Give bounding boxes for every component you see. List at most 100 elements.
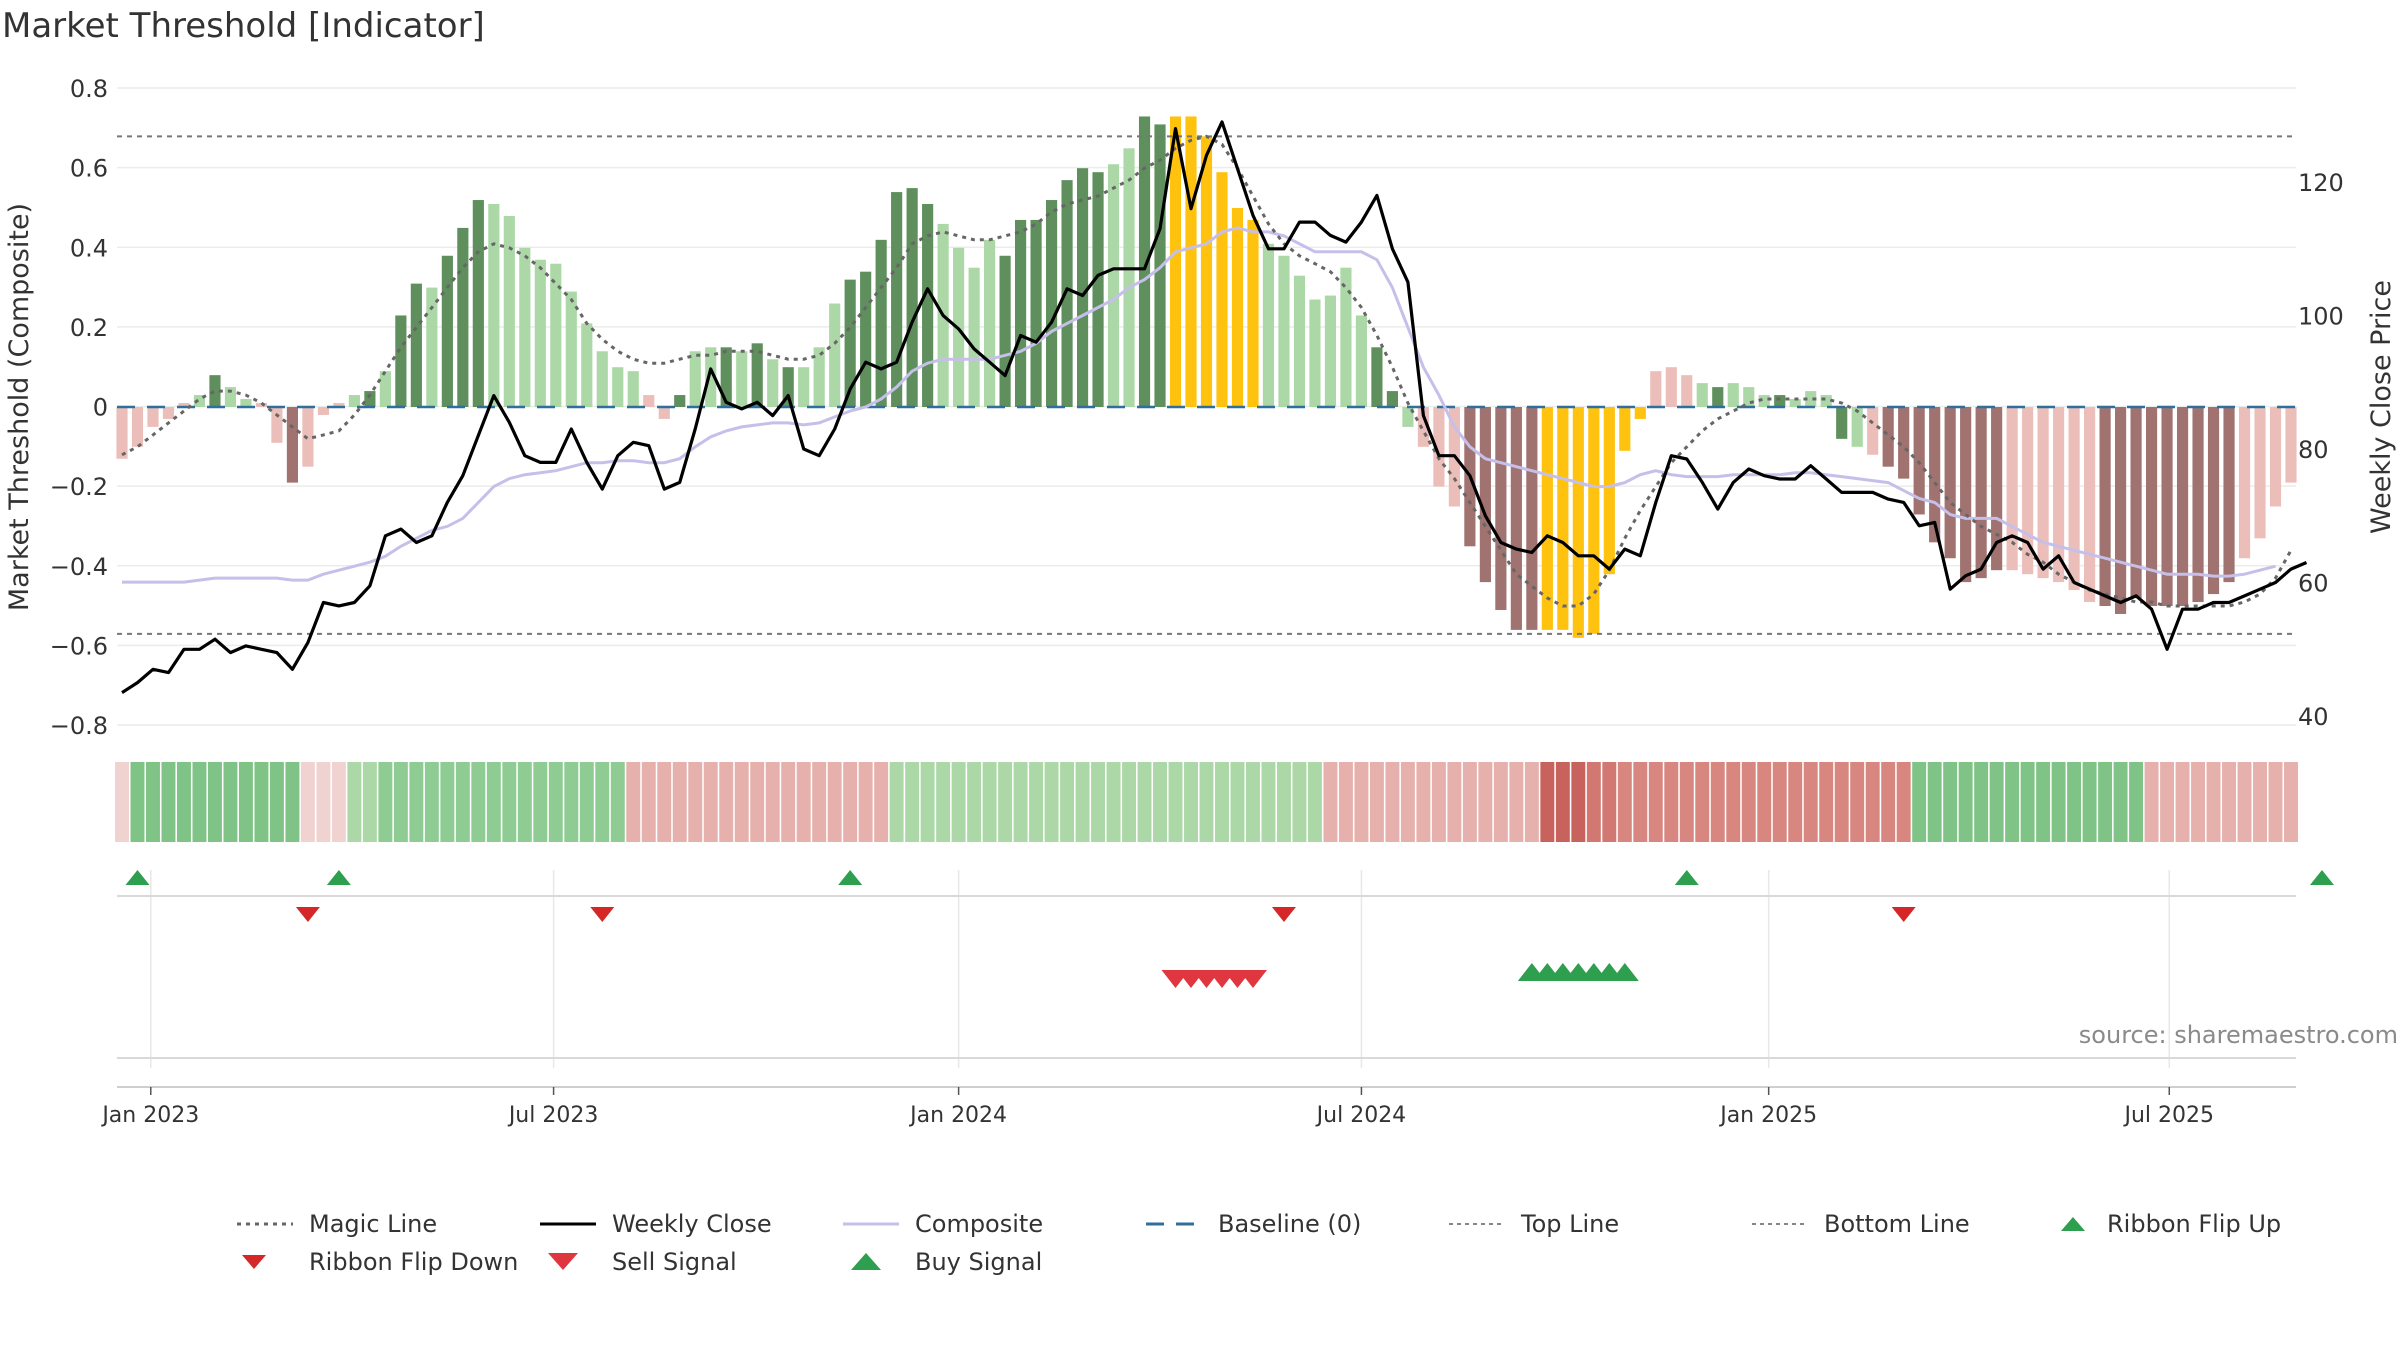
composite-bar [1898, 407, 1910, 479]
composite-bar [2207, 407, 2220, 595]
composite-bar [1262, 243, 1275, 407]
ribbon-cell [1029, 762, 1044, 842]
ribbon-strip [115, 762, 2298, 842]
legend-label: Bottom Line [1824, 1210, 1970, 1238]
composite-bar [674, 395, 686, 407]
x-tick-label: Jan 2023 [100, 1103, 199, 1128]
legend-label: Ribbon Flip Down [309, 1248, 519, 1276]
composite-bar [116, 407, 128, 459]
ribbon-flip-up-marker [838, 870, 863, 885]
composite-bar [441, 255, 453, 407]
ribbon-cell [1726, 762, 1741, 842]
composite-bar [302, 407, 314, 467]
composite-bar [2037, 407, 2049, 579]
ribbon-cell [1555, 762, 1570, 842]
ribbon-cell [1571, 762, 1586, 842]
ribbon-cell [2098, 762, 2113, 842]
ribbon-cell [362, 762, 377, 842]
ribbon-cell [1276, 762, 1291, 842]
magic-line [121, 134, 2293, 608]
y-tick-label: −0.6 [50, 632, 108, 660]
signal-markers [117, 870, 2334, 1059]
composite-bar [1634, 407, 1646, 419]
composite-bar [1030, 219, 1042, 407]
ribbon-cell [1896, 762, 1911, 842]
page-title: Market Threshold [Indicator] [2, 6, 485, 46]
ribbon-cell [1153, 762, 1167, 842]
y2-tick-label: 80 [2298, 436, 2329, 464]
composite-bar [798, 367, 810, 407]
ribbon-cell [1199, 762, 1214, 842]
y-tick-label: 0.8 [70, 75, 108, 103]
ribbon-cell [1524, 762, 1539, 842]
composite-bar [2254, 407, 2266, 539]
ribbon-cell [1788, 762, 1803, 842]
ribbon-cell [1819, 762, 1834, 842]
composite-bar [782, 367, 794, 407]
composite-bar [813, 347, 825, 407]
ribbon-cell [316, 762, 331, 842]
composite-bar [1665, 367, 1677, 407]
composite-bar [2084, 407, 2096, 603]
composite-bar [1557, 407, 1569, 630]
composite-bar [333, 403, 345, 407]
x-tick-label: Jul 2025 [2123, 1103, 2215, 1128]
composite-bar [860, 271, 872, 407]
composite-bar [2238, 407, 2251, 559]
y2-tick-label: 60 [2298, 570, 2329, 598]
composite-bar [1929, 407, 1941, 543]
ribbon-cell [424, 762, 439, 842]
composite-bar [767, 359, 779, 407]
composite-bar [2161, 407, 2173, 606]
y-tick-label: 0.4 [70, 234, 108, 262]
composite-bar [1247, 219, 1259, 407]
ribbon-cell [1664, 762, 1679, 842]
ribbon-cell [874, 762, 889, 842]
ribbon-cell [2051, 762, 2066, 842]
ribbon-cell [1509, 762, 1524, 842]
ribbon-cell [1075, 762, 1090, 842]
composite-bar [736, 351, 748, 407]
y2-tick-label: 40 [2298, 703, 2329, 731]
sell-signal-marker [1238, 970, 1267, 988]
ribbon-cell [2067, 762, 2082, 842]
composite-bar [1603, 407, 1615, 575]
triangle-up-icon [2061, 1217, 2085, 1231]
ribbon-cell [1168, 762, 1183, 842]
composite-bar [1123, 148, 1135, 408]
ribbon-cell [1850, 762, 1865, 842]
ribbon-cell [146, 762, 160, 842]
y-tick-label: −0.8 [50, 712, 108, 740]
legend-label: Magic Line [309, 1210, 438, 1238]
ribbon-cell [796, 762, 811, 842]
ribbon-cell [564, 762, 579, 842]
composite-bar [1588, 407, 1600, 634]
composite-bar [1107, 164, 1120, 407]
composite-bar [984, 239, 996, 407]
composite-bar [1293, 275, 1306, 407]
ribbon-cell [595, 762, 610, 842]
composite-bar [1758, 395, 1770, 407]
ribbon-cell [1400, 762, 1415, 842]
ribbon-cell [1307, 762, 1322, 842]
legend-label: Buy Signal [915, 1248, 1043, 1276]
composite-bar [162, 407, 175, 419]
ribbon-cell [1741, 762, 1756, 842]
ribbon-cell [486, 762, 501, 842]
composite-bar [255, 403, 268, 407]
composite-bar [1789, 399, 1801, 407]
composite-bar [1774, 395, 1786, 407]
composite-bar [844, 279, 856, 407]
legend-item-composite: Composite [841, 1208, 1043, 1240]
composite-bar [1510, 407, 1522, 630]
composite-bar [581, 323, 593, 407]
composite-bar [1216, 172, 1228, 407]
legend-item-ribbon-flip-up: Ribbon Flip Up [2053, 1208, 2281, 1240]
composite-bar [1324, 295, 1337, 407]
ribbon-flip-up-marker [1674, 870, 1699, 885]
ribbon-cell [378, 762, 393, 842]
composite-bar [2223, 407, 2235, 583]
ribbon-cell [517, 762, 532, 842]
ribbon-cell [1493, 762, 1508, 842]
ribbon-cell [858, 762, 873, 842]
